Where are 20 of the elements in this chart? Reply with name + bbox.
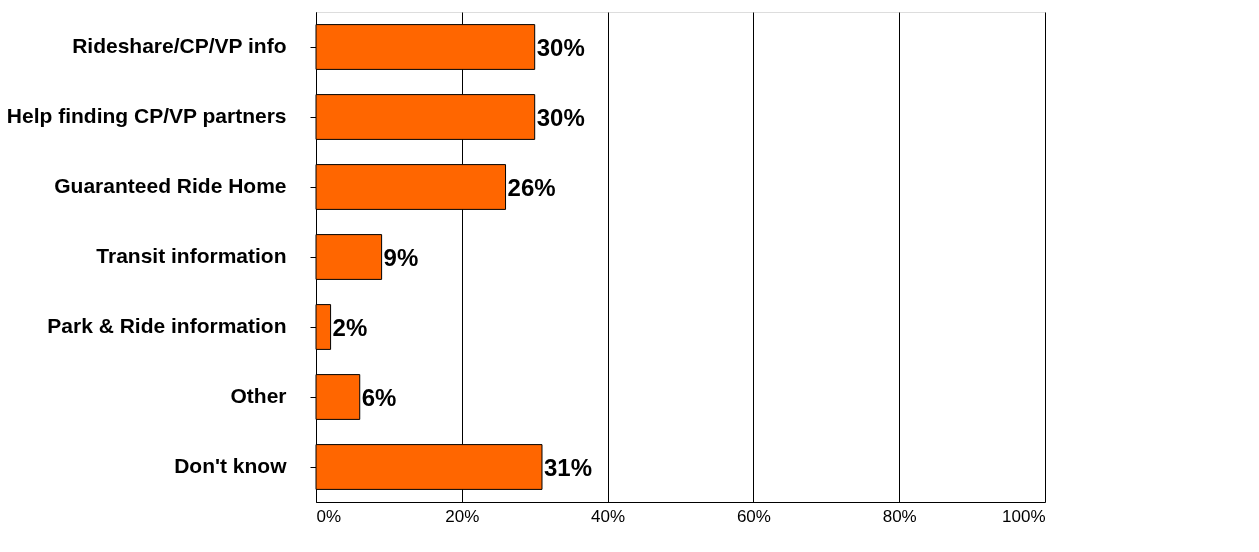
y-tick-label: Rideshare/CP/VP info xyxy=(72,34,287,57)
y-tick-label: Other xyxy=(230,384,287,407)
data-label: 6% xyxy=(361,384,397,411)
data-label: 2% xyxy=(332,314,368,341)
data-label: 9% xyxy=(383,244,419,271)
y-tick-label: Park & Ride information xyxy=(47,314,287,337)
y-tick-label: Don't know xyxy=(174,454,288,477)
data-label: 31% xyxy=(543,454,593,481)
x-tick-label: 60% xyxy=(736,506,771,526)
y-tick-label: Guaranteed Ride Home xyxy=(54,174,287,197)
x-tick-label: 20% xyxy=(445,506,480,526)
x-tick-label: 40% xyxy=(591,506,626,526)
x-tick-label: 0% xyxy=(316,506,342,526)
y-tick-label: Transit information xyxy=(96,244,287,267)
data-label: 30% xyxy=(536,34,585,61)
y-tick-label: Help finding CP/VP partners xyxy=(6,104,287,127)
x-tick-label: 100% xyxy=(1002,506,1046,526)
data-label: 30% xyxy=(536,104,585,131)
data-label: 26% xyxy=(507,174,556,201)
x-tick-label: 80% xyxy=(882,506,917,526)
